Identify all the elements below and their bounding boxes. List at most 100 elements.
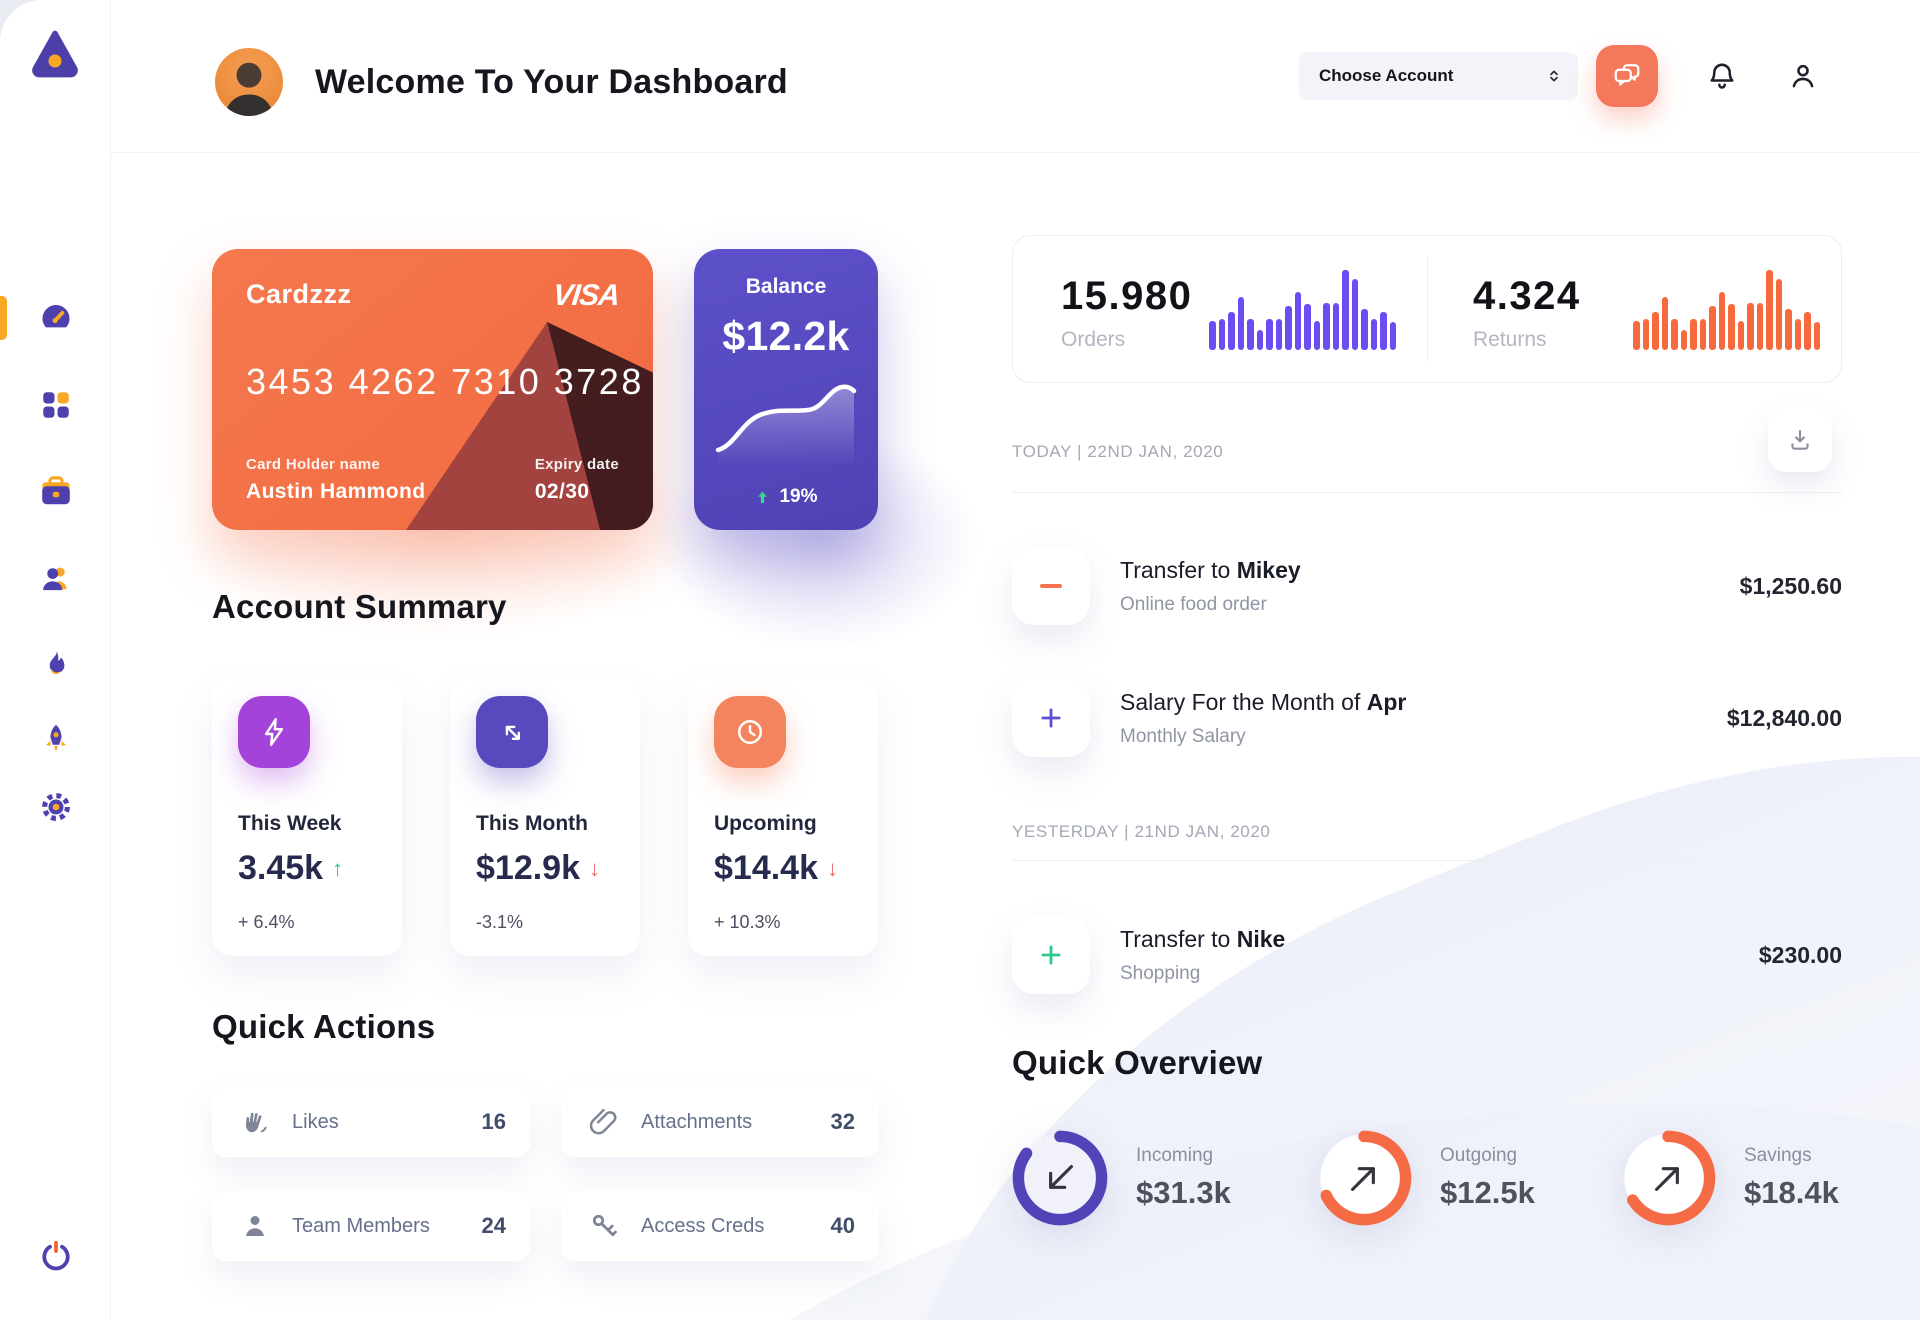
transaction-type-icon xyxy=(1012,547,1090,625)
outgoing-donut xyxy=(1316,1130,1412,1226)
person-icon xyxy=(246,1216,264,1236)
key-icon xyxy=(592,1214,617,1237)
summary-change: + 10.3% xyxy=(714,912,781,932)
lightning-icon xyxy=(264,718,284,746)
card-holder-name: Austin Hammond xyxy=(246,480,426,503)
transaction-subtitle: Monthly Salary xyxy=(1120,725,1246,747)
up-right-arrow-icon xyxy=(1655,1167,1679,1191)
returns-mini-bar-chart xyxy=(1633,270,1825,350)
overview-outgoing: Outgoing $12.5k xyxy=(1312,1126,1535,1230)
overview-savings: Savings $18.4k xyxy=(1616,1126,1839,1230)
orders-returns-stats-card: 15.980 Orders 4.324 Returns xyxy=(1012,235,1842,383)
user-icon xyxy=(1792,64,1814,88)
transaction-title-bold: Nike xyxy=(1236,925,1286,952)
quick-action-label: Team Members xyxy=(292,1214,430,1237)
quick-action-attachments[interactable]: Attachments 32 xyxy=(561,1087,879,1157)
minus-icon xyxy=(1040,584,1062,588)
sidebar-item-work[interactable] xyxy=(38,473,74,509)
messages-button[interactable] xyxy=(1596,45,1658,107)
summary-value: $14.4k xyxy=(714,849,818,887)
summary-label: This Week xyxy=(238,812,342,835)
card-expiry: 02/30 xyxy=(534,480,590,503)
transaction-title: Transfer to xyxy=(1120,925,1237,952)
summary-value: 3.45k xyxy=(238,849,324,887)
rocket-icon xyxy=(46,724,66,752)
summary-label: Upcoming xyxy=(714,812,817,835)
sidebar-item-settings[interactable] xyxy=(38,789,74,825)
account-summary-title: Account Summary xyxy=(212,588,507,625)
orders-value: 15.980 xyxy=(1061,274,1193,318)
balance-change: 19% xyxy=(779,486,818,507)
credit-card: Cardzzz VISA 3453 4262 7310 3728 Card Ho… xyxy=(212,249,653,530)
transaction-subtitle: Online food order xyxy=(1120,593,1267,615)
quick-overview-title: Quick Overview xyxy=(1012,1044,1263,1081)
sidebar-item-dashboard[interactable] xyxy=(38,299,74,335)
orders-mini-bar-chart xyxy=(1209,270,1401,350)
summary-card-upcoming: Upcoming $14.4k ↓ + 10.3% xyxy=(688,678,878,956)
summary-change: -3.1% xyxy=(476,912,524,932)
header: Welcome To Your Dashboard Choose Account xyxy=(110,0,1920,153)
divider xyxy=(1012,860,1842,861)
overview-label: Incoming xyxy=(1136,1145,1214,1166)
card-name: Cardzzz xyxy=(246,279,352,309)
quick-action-count: 40 xyxy=(830,1213,855,1238)
sidebar-item-launch[interactable] xyxy=(38,721,74,757)
trend-arrows-icon xyxy=(505,725,521,741)
down-left-arrow-icon xyxy=(1049,1165,1073,1189)
summary-card-this-month: This Month $12.9k ↓ -3.1% xyxy=(450,678,640,956)
quick-action-likes[interactable]: Likes 16 xyxy=(212,1087,530,1157)
account-select[interactable]: Choose Account xyxy=(1299,52,1578,100)
sidebar-item-apps[interactable] xyxy=(38,387,74,423)
briefcase-icon xyxy=(42,476,70,505)
quick-action-count: 16 xyxy=(481,1109,506,1134)
incoming-donut xyxy=(1012,1130,1108,1226)
transaction-title: Transfer to xyxy=(1120,556,1237,583)
transaction-type-icon xyxy=(1012,679,1090,757)
card-expiry-label: Expiry date xyxy=(534,456,619,473)
dashboard-icon xyxy=(42,305,70,328)
up-arrow-icon: ↑ xyxy=(332,855,344,881)
balance-amount: $12.2k xyxy=(722,313,850,359)
sidebar-item-team[interactable] xyxy=(38,561,74,597)
visa-logo: VISA xyxy=(551,279,621,312)
sidebar-item-activity[interactable] xyxy=(38,647,74,683)
summary-label: This Month xyxy=(476,812,588,835)
quick-action-label: Likes xyxy=(292,1110,339,1133)
up-arrow-icon xyxy=(758,490,768,503)
download-statement-button[interactable] xyxy=(1768,408,1832,472)
transaction-title-bold: Apr xyxy=(1366,688,1407,715)
quick-action-team-members[interactable]: Team Members 24 xyxy=(212,1191,530,1261)
user-avatar xyxy=(215,48,283,116)
orders-label: Orders xyxy=(1061,328,1126,351)
transaction-row-salary[interactable]: Salary For the Month of Apr Monthly Sala… xyxy=(1012,668,1842,768)
down-arrow-icon: ↓ xyxy=(589,855,600,881)
overview-value: $18.4k xyxy=(1744,1175,1839,1210)
settings-icon xyxy=(42,793,70,821)
overview-value: $31.3k xyxy=(1136,1175,1231,1210)
returns-label: Returns xyxy=(1473,328,1547,351)
download-icon xyxy=(1791,429,1809,450)
notifications-button[interactable] xyxy=(1702,56,1742,96)
profile-button[interactable] xyxy=(1783,56,1823,96)
transaction-row-nike[interactable]: Transfer to Nike Shopping $230.00 xyxy=(1012,905,1842,1005)
summary-change: + 6.4% xyxy=(238,912,295,932)
paperclip-icon xyxy=(589,1108,617,1135)
quick-action-access-creds[interactable]: Access Creds 40 xyxy=(561,1191,879,1261)
quick-action-count: 32 xyxy=(830,1109,855,1134)
transaction-row-mikey[interactable]: Transfer to Mikey Online food order $1,2… xyxy=(1012,536,1842,636)
transaction-type-icon xyxy=(1012,916,1090,994)
bell-icon xyxy=(1710,63,1734,89)
quick-action-label: Attachments xyxy=(641,1110,753,1133)
plus-icon xyxy=(1041,708,1061,728)
active-nav-indicator xyxy=(0,296,7,340)
card-number: 3453 4262 7310 3728 xyxy=(246,361,644,402)
summary-card-this-week: This Week 3.45k ↑ + 6.4% xyxy=(212,678,402,956)
quick-actions-title: Quick Actions xyxy=(212,1008,436,1045)
account-select-label: Choose Account xyxy=(1319,66,1454,85)
apps-grid-icon xyxy=(43,392,69,418)
card-holder-label: Card Holder name xyxy=(246,456,380,473)
logout-power-button[interactable] xyxy=(37,1238,75,1276)
transaction-amount: $12,840.00 xyxy=(1726,704,1842,731)
clock-icon xyxy=(738,720,762,744)
